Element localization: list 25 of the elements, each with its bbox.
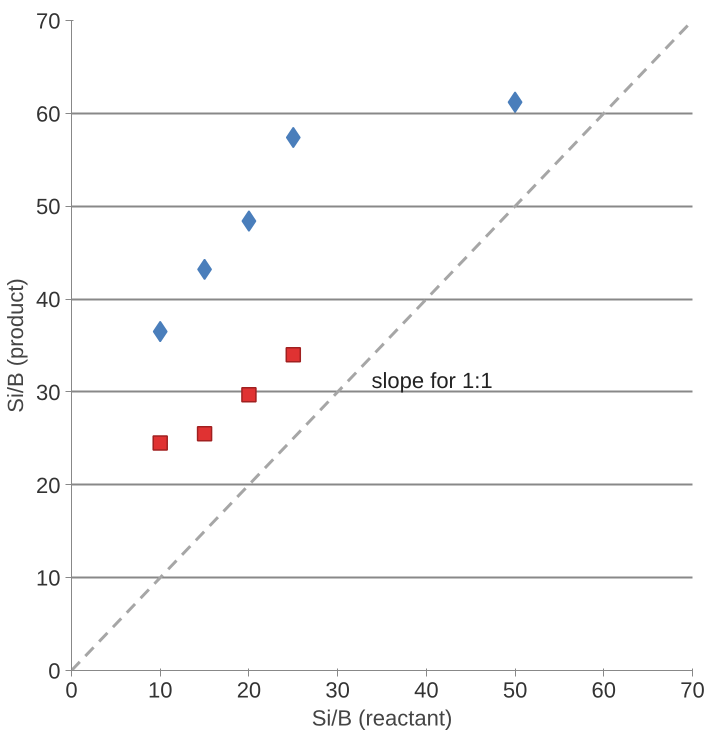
- point: [152, 320, 168, 342]
- y-tick-label: 60: [36, 101, 61, 126]
- x-tick-label: 70: [680, 678, 705, 702]
- x-tick-label: 30: [325, 678, 350, 702]
- x-axis-title: Si/B (reactant): [312, 706, 452, 730]
- point: [286, 126, 301, 148]
- y-tick-label: 0: [48, 658, 61, 684]
- y-tick-label: 40: [36, 287, 61, 312]
- y-tick-label: 70: [36, 8, 61, 34]
- x-tick-label: 40: [414, 678, 439, 702]
- x-tick-label: 60: [592, 678, 616, 702]
- x-tick-label: 20: [236, 678, 262, 702]
- y-tick-label: 50: [36, 194, 61, 220]
- annotation: slope for 1:1: [372, 368, 493, 393]
- x-tick-label: 10: [148, 678, 172, 702]
- y-tick-label: 10: [36, 566, 61, 591]
- y-tick-label: 20: [36, 472, 61, 498]
- point: [241, 386, 257, 402]
- point: [286, 347, 302, 363]
- y-tick-label: 30: [36, 380, 61, 405]
- x-tick-label: 0: [65, 678, 78, 702]
- point: [152, 435, 168, 451]
- point: [196, 426, 212, 442]
- y-axis-title: Si/B (product): [3, 278, 28, 413]
- x-tick-label: 50: [502, 678, 528, 702]
